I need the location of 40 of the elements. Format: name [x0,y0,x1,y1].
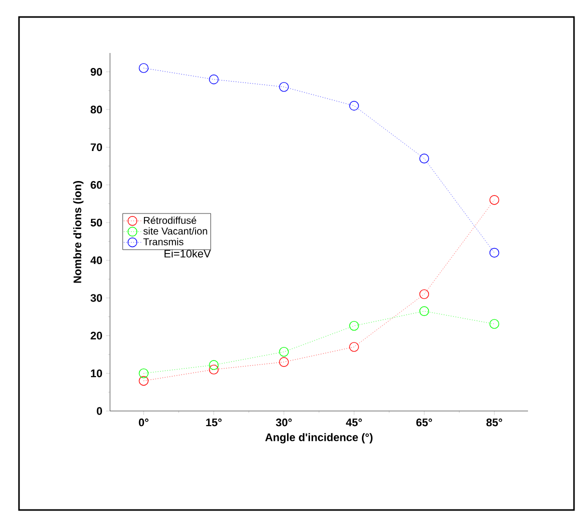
y-tick-label: 90 [90,68,102,76]
point [208,360,219,370]
y-tick-label: 70 [90,143,102,152]
point [279,357,289,367]
y-tick-label: 40 [90,256,102,264]
annotation: Ei=10keV [164,249,211,258]
y-tick-label: 80 [90,106,102,114]
point [349,320,359,331]
point [208,74,219,84]
point [138,376,149,386]
point [138,63,149,73]
y-tick-label: 0 [96,407,102,415]
point [138,368,149,378]
point [349,100,359,111]
x-tick-label: 0° [138,418,148,426]
x-tick-label: 65° [416,418,432,426]
point [208,364,219,374]
point [489,319,500,329]
legend-label: site Vacant/ion [143,227,208,235]
point [349,342,359,352]
legend-label: Rétrodiffusé [144,216,196,224]
point [419,306,430,316]
legend-label: Transmis [143,238,184,246]
point [419,289,430,300]
y-tick-label: 10 [90,369,102,378]
point [279,82,289,92]
y-axis-title: Nombre d'ions (ion) [73,181,84,283]
x-axis-title: Angle d'incidence (°) [265,433,372,444]
y-tick-label: 30 [90,294,102,302]
y-tick-label: 20 [90,332,102,340]
point [489,195,500,205]
x-tick-label: 85° [486,418,502,426]
x-tick-label: 15° [206,418,222,426]
point [419,154,430,164]
y-tick-label: 60 [90,181,102,189]
point [489,248,500,258]
x-tick-label: 45° [346,418,362,426]
x-tick-label: 30° [276,418,292,426]
point [279,346,289,357]
y-tick-label: 50 [90,218,102,226]
